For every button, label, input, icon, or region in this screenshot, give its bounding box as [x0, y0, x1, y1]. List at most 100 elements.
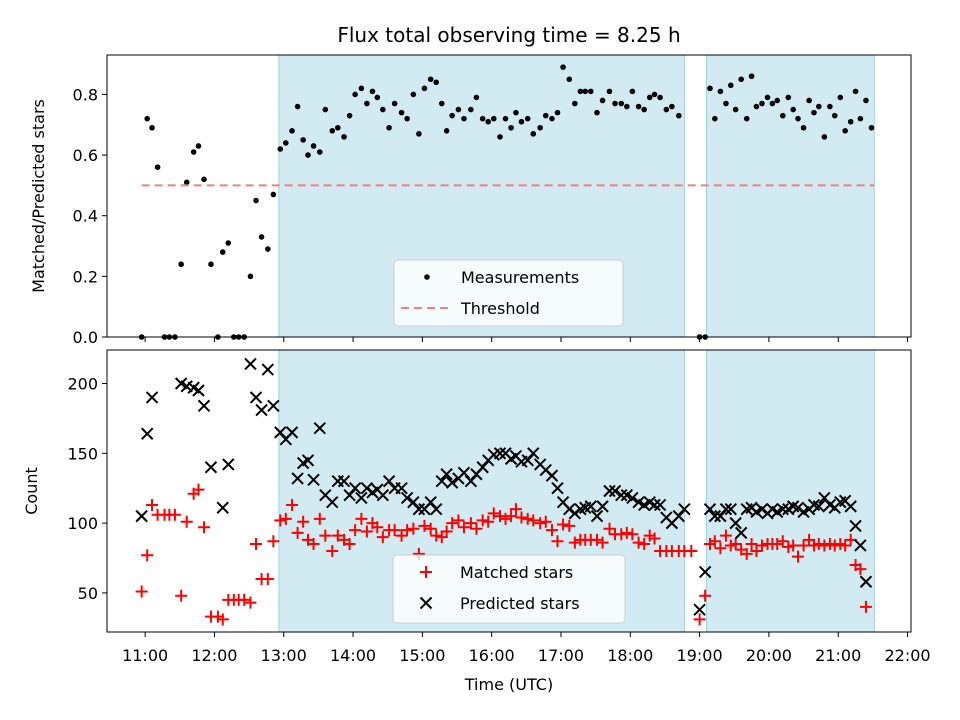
legend-box — [393, 259, 624, 327]
matched-star-point — [632, 536, 645, 549]
measurement-point — [208, 261, 214, 268]
measurement-point — [743, 115, 750, 122]
measurement-point — [831, 112, 838, 119]
predicted-star-point — [424, 495, 437, 509]
measurement-point — [461, 115, 467, 122]
matched-star-point — [355, 512, 368, 525]
measurement-point — [806, 97, 812, 104]
observing-interval-shade — [706, 54, 875, 338]
measurement-point — [748, 73, 755, 80]
predicted-star-point — [672, 509, 686, 523]
measurement-point — [247, 273, 254, 280]
measurement-point — [629, 88, 636, 95]
predicted-star-point — [395, 482, 408, 495]
matched-star-point — [776, 535, 789, 548]
measurement-point — [305, 152, 311, 158]
predicted-star-point — [326, 495, 339, 509]
y-tick-label: 50 — [78, 584, 98, 603]
predicted-star-point — [197, 399, 211, 413]
matched-star-point — [307, 538, 320, 551]
matched-star-point — [274, 514, 287, 527]
measurement-point — [300, 137, 306, 143]
legend-marker — [419, 596, 433, 610]
matched-star-point — [509, 503, 522, 516]
measurement-point — [195, 143, 202, 149]
measurement-point — [852, 88, 859, 95]
y-tick-label: 0.2 — [73, 267, 98, 286]
predicted-star-point — [608, 484, 622, 498]
predicted-star-point — [703, 502, 717, 516]
predicted-star-point — [140, 427, 154, 440]
measurement-point — [821, 134, 828, 140]
measurement-point — [572, 100, 578, 107]
y-axis-label: Matched/Predicted stars — [29, 99, 48, 293]
matched-star-point — [135, 585, 148, 598]
matched-star-point — [216, 613, 229, 626]
measurement-point — [322, 106, 329, 113]
y-tick-label: 0.0 — [73, 328, 98, 347]
x-tick-label: 17:00 — [538, 646, 584, 665]
measurement-point — [764, 94, 771, 101]
matched-star-point — [620, 526, 633, 539]
matched-star-point — [648, 532, 661, 545]
measurement-point — [490, 115, 497, 122]
matched-star-point — [319, 529, 332, 542]
predicted-star-point — [348, 482, 362, 495]
matched-star-point — [482, 515, 495, 528]
matched-star-point — [539, 515, 552, 528]
predicted-star-point — [844, 500, 857, 513]
measurement-point — [599, 97, 606, 104]
matched-star-point — [787, 539, 800, 552]
matched-star-point — [839, 539, 852, 552]
measurement-point — [618, 100, 625, 107]
measurement-point — [277, 146, 284, 152]
plot-frame — [106, 54, 912, 338]
matched-star-point — [326, 545, 339, 558]
predicted-star-point — [545, 469, 559, 482]
measurement-point — [594, 109, 600, 116]
matched-star-point — [297, 515, 310, 528]
matched-star-point — [596, 536, 609, 549]
matched-star-point — [505, 510, 518, 523]
measurement-point — [612, 100, 618, 107]
matched-star-point — [603, 522, 616, 535]
measurement-point — [566, 76, 573, 83]
measurement-point — [329, 128, 336, 134]
predicted-star-point — [818, 491, 831, 505]
predicted-star-point — [859, 575, 873, 588]
predicted-star-point — [603, 484, 616, 498]
predicted-star-point — [527, 447, 540, 460]
legend-label: Predicted stars — [460, 594, 580, 613]
matched-star-point — [859, 600, 872, 613]
matched-star-point — [493, 510, 506, 523]
matched-star-point — [313, 512, 326, 525]
measurement-point — [513, 109, 519, 116]
matched-star-point — [729, 538, 742, 551]
matched-star-point — [141, 549, 154, 562]
predicted-star-point — [255, 403, 268, 417]
matched-star-point — [745, 538, 758, 551]
predicted-star-point — [301, 454, 315, 467]
measurement-point — [587, 88, 594, 95]
measurement-point — [549, 115, 555, 122]
measurement-point — [438, 100, 445, 107]
measurement-point — [676, 112, 682, 119]
matched-star-point — [792, 550, 805, 563]
matched-star-point — [797, 539, 810, 552]
predicted-star-point — [648, 498, 661, 512]
matched-star-point — [349, 524, 362, 537]
y-tick-label: 0.6 — [73, 146, 98, 165]
top-panel: 0.0 0.2 0.4 0.6 0.8 Matched/Predicted stars Me… — [29, 54, 912, 347]
matched-star-point — [388, 524, 401, 537]
matched-star-point — [708, 535, 721, 548]
measurement-point — [253, 197, 259, 204]
measurement-point — [657, 94, 663, 101]
matched-star-point — [551, 535, 564, 548]
legend-marker — [420, 566, 432, 578]
predicted-star-point — [430, 502, 443, 516]
predicted-star-point — [626, 491, 639, 505]
measurement-point — [582, 88, 589, 95]
matched-star-point — [626, 528, 639, 541]
matched-star-point — [534, 517, 547, 530]
